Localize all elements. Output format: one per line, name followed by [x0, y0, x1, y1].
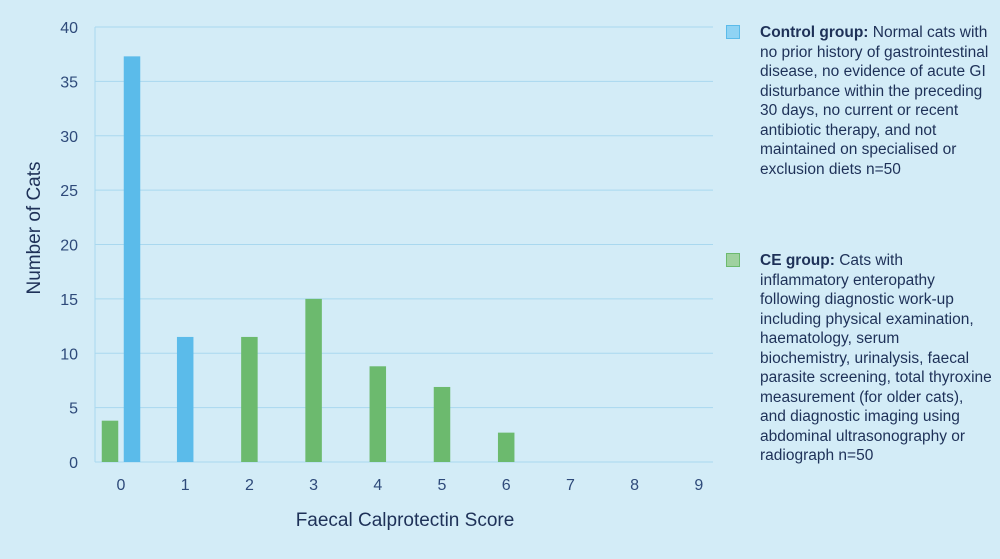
x-axis-title: Faecal Calprotectin Score — [296, 510, 515, 531]
x-tick-label-0: 0 — [117, 477, 126, 494]
y-tick-label-35: 35 — [60, 74, 78, 91]
legend-swatch-ce — [726, 253, 740, 267]
x-tick-label-7: 7 — [566, 477, 575, 494]
bars — [101, 56, 515, 463]
bar-control-0 — [123, 56, 141, 463]
y-tick-label-25: 25 — [60, 183, 78, 200]
y-tick-label-20: 20 — [60, 238, 78, 255]
y-tick-label-0: 0 — [69, 455, 78, 472]
legend-label-control: Control group: — [760, 24, 869, 41]
bar-control-1 — [176, 336, 194, 462]
axes: 0 5 10 15 20 25 30 35 40 0 1 2 3 4 5 6 7 8 9 — [60, 20, 703, 494]
legend-description-control: Normal cats with no prior history of gas… — [760, 24, 989, 178]
bar-ce-4 — [369, 366, 387, 462]
bar-ce-0 — [101, 420, 119, 462]
x-tick-label-1: 1 — [181, 477, 190, 494]
legend-description-ce: Cats with inflammatory enteropathy follo… — [760, 252, 992, 464]
legend-label-ce: CE group: — [760, 252, 835, 269]
bar-ce-6 — [497, 432, 515, 462]
x-tick-label-4: 4 — [373, 477, 382, 494]
bar-ce-5 — [433, 386, 451, 462]
x-tick-label-8: 8 — [630, 477, 639, 494]
legend-text-control: Control group: Normal cats with no prior… — [760, 23, 992, 179]
y-tick-label-5: 5 — [69, 401, 78, 418]
bar-ce-2 — [241, 336, 258, 462]
y-axis-title: Number of Cats — [24, 161, 45, 294]
x-tick-label-6: 6 — [502, 477, 511, 494]
x-tick-label-3: 3 — [309, 477, 318, 494]
y-tick-label-40: 40 — [60, 20, 78, 37]
y-tick-label-30: 30 — [60, 129, 78, 146]
legend-text-ce: CE group: Cats with inflammatory enterop… — [760, 251, 992, 466]
gridlines — [95, 26, 713, 463]
y-tick-label-15: 15 — [60, 292, 78, 309]
legend-swatch-control — [726, 25, 740, 39]
y-tick-label-10: 10 — [60, 346, 78, 363]
x-tick-label-9: 9 — [694, 477, 703, 494]
x-tick-label-5: 5 — [438, 477, 447, 494]
x-tick-label-2: 2 — [245, 477, 254, 494]
bar-ce-3 — [305, 298, 322, 462]
